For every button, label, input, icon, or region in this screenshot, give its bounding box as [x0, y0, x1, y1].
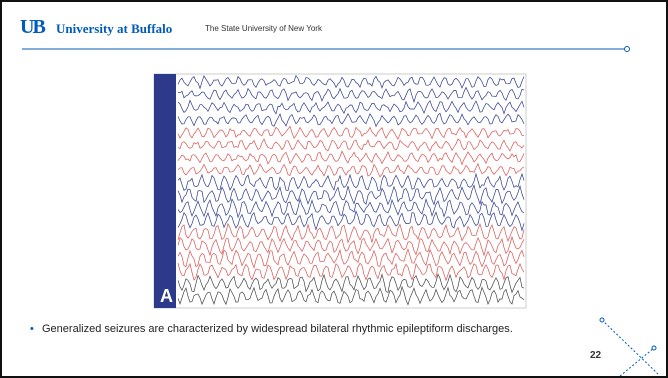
eeg-channel-column: [154, 74, 176, 308]
header-rule-end: [625, 47, 630, 52]
bullet-marker: •: [30, 320, 34, 339]
university-subtitle: The State University of New York: [205, 24, 322, 33]
decor-dot: [600, 318, 604, 322]
decor-dot: [652, 346, 656, 350]
slide: A UB University at Buffalo The State Uni…: [0, 0, 668, 378]
panel-label: A: [160, 286, 173, 306]
bullet-text: Generalized seizures are characterized b…: [42, 320, 562, 339]
decor-line: [620, 348, 654, 376]
decor-line: [602, 320, 658, 374]
logo: UB: [20, 16, 44, 39]
university-name: University at Buffalo: [56, 21, 172, 37]
page-number: 22: [590, 350, 601, 361]
eeg-figure: [154, 74, 526, 308]
